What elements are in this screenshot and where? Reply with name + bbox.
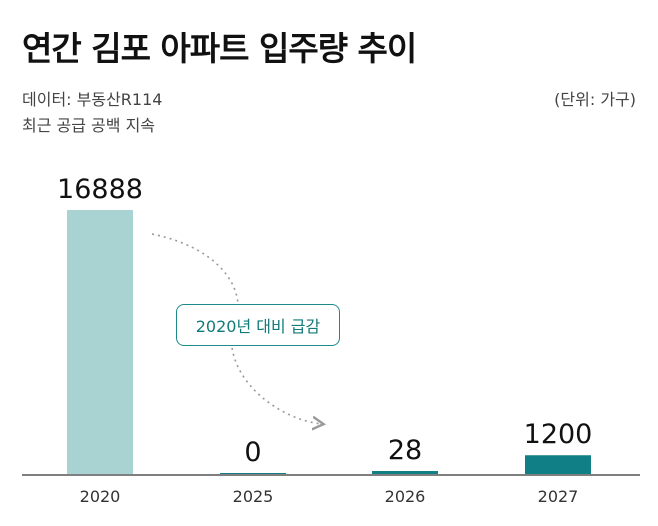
data-source: 데이터: 부동산R114 (22, 90, 163, 109)
annotation-box: 2020년 대비 급감 (176, 304, 340, 346)
bar-2025 (220, 473, 286, 474)
value-label-2025: 0 (244, 437, 261, 468)
x-tick-2027: 2027 (538, 487, 579, 506)
unit-label: (단위: 가구) (554, 90, 636, 109)
page-title: 연간 김포 아파트 입주량 추이 (22, 29, 417, 68)
annotation-text: 2020년 대비 급감 (195, 317, 321, 336)
x-tick-2025: 2025 (233, 487, 274, 506)
value-label-2027: 1200 (524, 419, 593, 450)
bar-2020 (67, 210, 133, 474)
x-tick-2020: 2020 (80, 487, 121, 506)
x-tick-2026: 2026 (385, 487, 426, 506)
bar-2027 (525, 455, 591, 474)
bar-2026 (372, 471, 438, 474)
value-label-2026: 28 (388, 435, 422, 466)
value-label-2020: 16888 (57, 174, 143, 205)
chart-subtitle: 최근 공급 공백 지속 (22, 116, 156, 135)
